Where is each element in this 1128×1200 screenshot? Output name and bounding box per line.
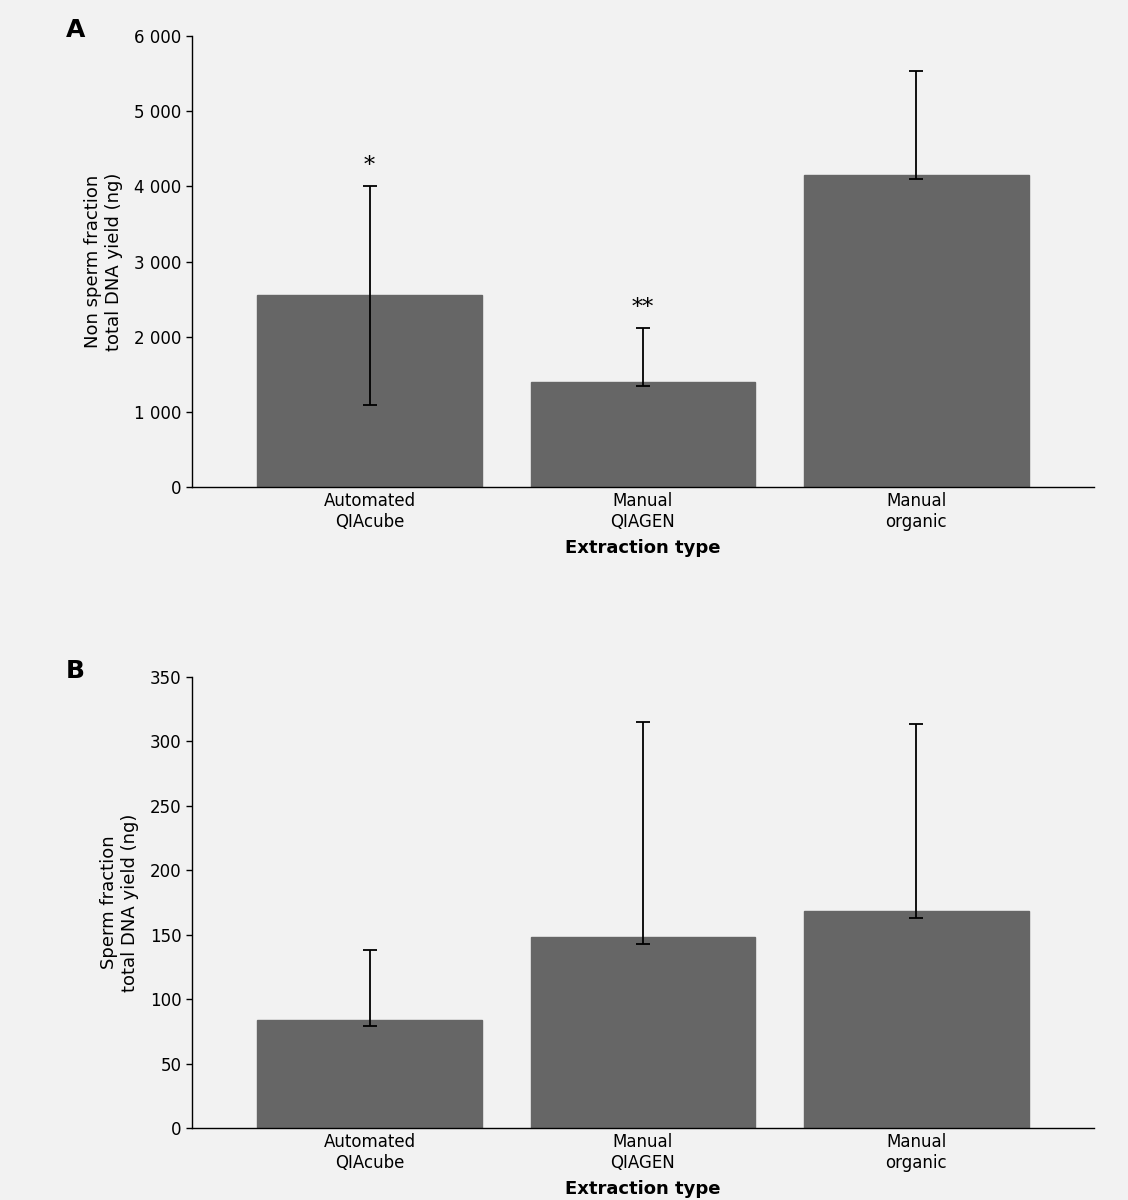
Bar xyxy=(257,295,482,487)
Text: A: A xyxy=(65,18,85,42)
Text: **: ** xyxy=(632,296,654,319)
Bar xyxy=(804,912,1029,1128)
X-axis label: Extraction type: Extraction type xyxy=(565,539,721,557)
Bar xyxy=(531,382,755,487)
Y-axis label: Sperm fraction
total DNA yield (ng): Sperm fraction total DNA yield (ng) xyxy=(99,814,139,991)
Y-axis label: Non sperm fraction
total DNA yield (ng): Non sperm fraction total DNA yield (ng) xyxy=(85,173,123,350)
Text: B: B xyxy=(65,659,85,683)
Bar xyxy=(804,175,1029,487)
Text: *: * xyxy=(364,155,376,178)
X-axis label: Extraction type: Extraction type xyxy=(565,1180,721,1198)
Bar xyxy=(257,1020,482,1128)
Bar xyxy=(531,937,755,1128)
